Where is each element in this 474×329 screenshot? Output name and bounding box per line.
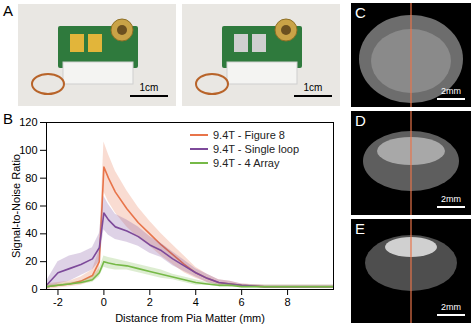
svg-text:2mm: 2mm	[441, 86, 461, 96]
svg-text:6: 6	[239, 296, 245, 308]
svg-text:80: 80	[25, 172, 37, 184]
html-text:9.4T - 4 Array: 9.4T - 4 Array	[213, 157, 280, 169]
svg-text:2mm: 2mm	[441, 194, 461, 204]
svg-text:4: 4	[193, 296, 199, 308]
html-text:D: D	[355, 112, 366, 129]
html-text:E: E	[355, 220, 365, 237]
html-text:B: B	[3, 110, 13, 127]
html-text:9.4T - Figure 8: 9.4T - Figure 8	[213, 129, 285, 141]
svg-text:20: 20	[25, 255, 37, 267]
svg-text:-2: -2	[53, 296, 63, 308]
svg-text:Distance from Pia Matter (mm): Distance from Pia Matter (mm)	[115, 312, 265, 324]
svg-text:100: 100	[19, 143, 38, 156]
svg-text:2: 2	[147, 296, 153, 308]
svg-text:120: 120	[19, 116, 37, 128]
html-text:9.4T - Single loop: 9.4T - Single loop	[213, 143, 299, 155]
svg-text:40: 40	[25, 227, 37, 239]
svg-text:1cm: 1cm	[304, 82, 323, 93]
svg-text:0: 0	[31, 283, 37, 295]
svg-text:2mm: 2mm	[441, 302, 461, 312]
svg-text:8: 8	[285, 296, 291, 308]
svg-text:Signal-to-Noise Ratio: Signal-to-Noise Ratio	[10, 154, 22, 258]
html-text:C: C	[355, 4, 366, 21]
html-text:A: A	[3, 2, 13, 19]
svg-text:1cm: 1cm	[140, 82, 159, 93]
svg-text:60: 60	[25, 200, 37, 212]
svg-text:0: 0	[101, 296, 107, 308]
